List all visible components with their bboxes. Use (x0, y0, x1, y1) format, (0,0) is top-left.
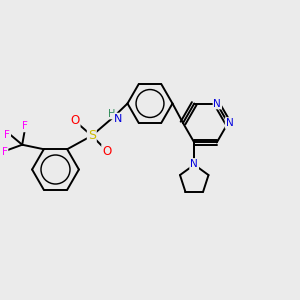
Text: O: O (70, 114, 80, 127)
Text: O: O (102, 145, 111, 158)
Text: F: F (4, 130, 10, 140)
Text: N: N (214, 98, 221, 109)
Text: N: N (226, 118, 233, 128)
Text: F: F (2, 147, 8, 157)
Text: N: N (114, 114, 122, 124)
Text: S: S (88, 129, 96, 142)
Text: H: H (108, 109, 116, 118)
Text: N: N (190, 159, 198, 169)
Text: N: N (190, 159, 198, 169)
Text: F: F (22, 122, 28, 131)
